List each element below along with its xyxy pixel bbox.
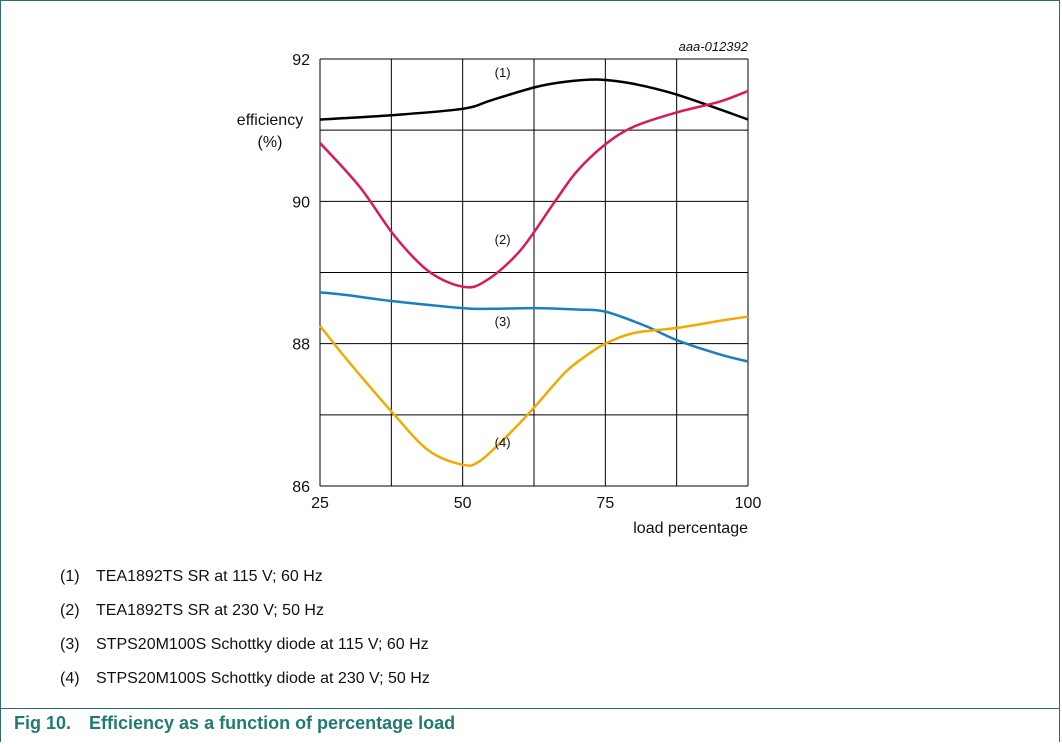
legend-text: TEA1892TS SR at 115 V; 60 Hz (96, 568, 323, 585)
chart-series (319, 78, 749, 467)
x-axis-label: load percentage (633, 520, 748, 537)
x-tick-label: 75 (596, 495, 614, 512)
series-line-4 (319, 315, 749, 467)
curve-label: (3) (495, 314, 511, 329)
legend-item: (4) STPS20M100S Schottky diode at 230 V; … (60, 662, 430, 696)
x-tick-label: 25 (311, 495, 329, 512)
y-tick-label: 90 (292, 194, 310, 211)
legend-text: STPS20M100S Schottky diode at 115 V; 60 … (96, 636, 429, 653)
figure-number: Fig 10. (14, 713, 72, 733)
legend: (1) TEA1892TS SR at 115 V; 60 Hz (2) TEA18… (60, 560, 430, 696)
chart-ticks: 25 50 75 100 86 88 90 92 (292, 52, 761, 512)
y-axis-label-line2: (%) (258, 134, 283, 151)
series-line-3 (319, 291, 749, 363)
legend-tag: (1) (60, 568, 80, 585)
x-tick-label: 50 (454, 495, 472, 512)
legend-text: STPS20M100S Schottky diode at 230 V; 50 … (96, 670, 430, 687)
legend-item: (2) TEA1892TS SR at 230 V; 50 Hz (60, 594, 430, 628)
legend-text: TEA1892TS SR at 230 V; 50 Hz (96, 602, 324, 619)
figure-id-label: aaa-012392 (679, 39, 749, 54)
y-axis-label-line1: efficiency (237, 112, 303, 129)
y-tick-label: 92 (292, 52, 310, 69)
legend-tag: (2) (60, 602, 80, 619)
legend-tag: (4) (60, 670, 80, 687)
x-tick-label: 100 (735, 495, 762, 512)
curve-label: (2) (495, 232, 511, 247)
chart-grid (319, 58, 749, 487)
series-line-2 (319, 89, 749, 289)
series-line-1 (319, 78, 749, 121)
curve-label: (4) (495, 435, 511, 450)
efficiency-chart: 25 50 75 100 86 88 90 92 (1) (2) (3) (4) aaa-01239… (237, 39, 762, 537)
chart-curve-labels: (1) (2) (3) (4) (495, 65, 511, 450)
figure-caption: Fig 10. Efficiency as a function of perce… (14, 713, 455, 734)
legend-item: (1) TEA1892TS SR at 115 V; 60 Hz (60, 560, 430, 594)
caption-divider (0, 708, 1060, 709)
y-tick-label: 88 (292, 337, 310, 354)
legend-tag: (3) (60, 636, 80, 653)
curve-label: (1) (495, 65, 511, 80)
figure-title: Efficiency as a function of percentage l… (89, 713, 456, 733)
y-tick-label: 86 (292, 479, 310, 496)
legend-item: (3) STPS20M100S Schottky diode at 115 V; … (60, 628, 430, 662)
